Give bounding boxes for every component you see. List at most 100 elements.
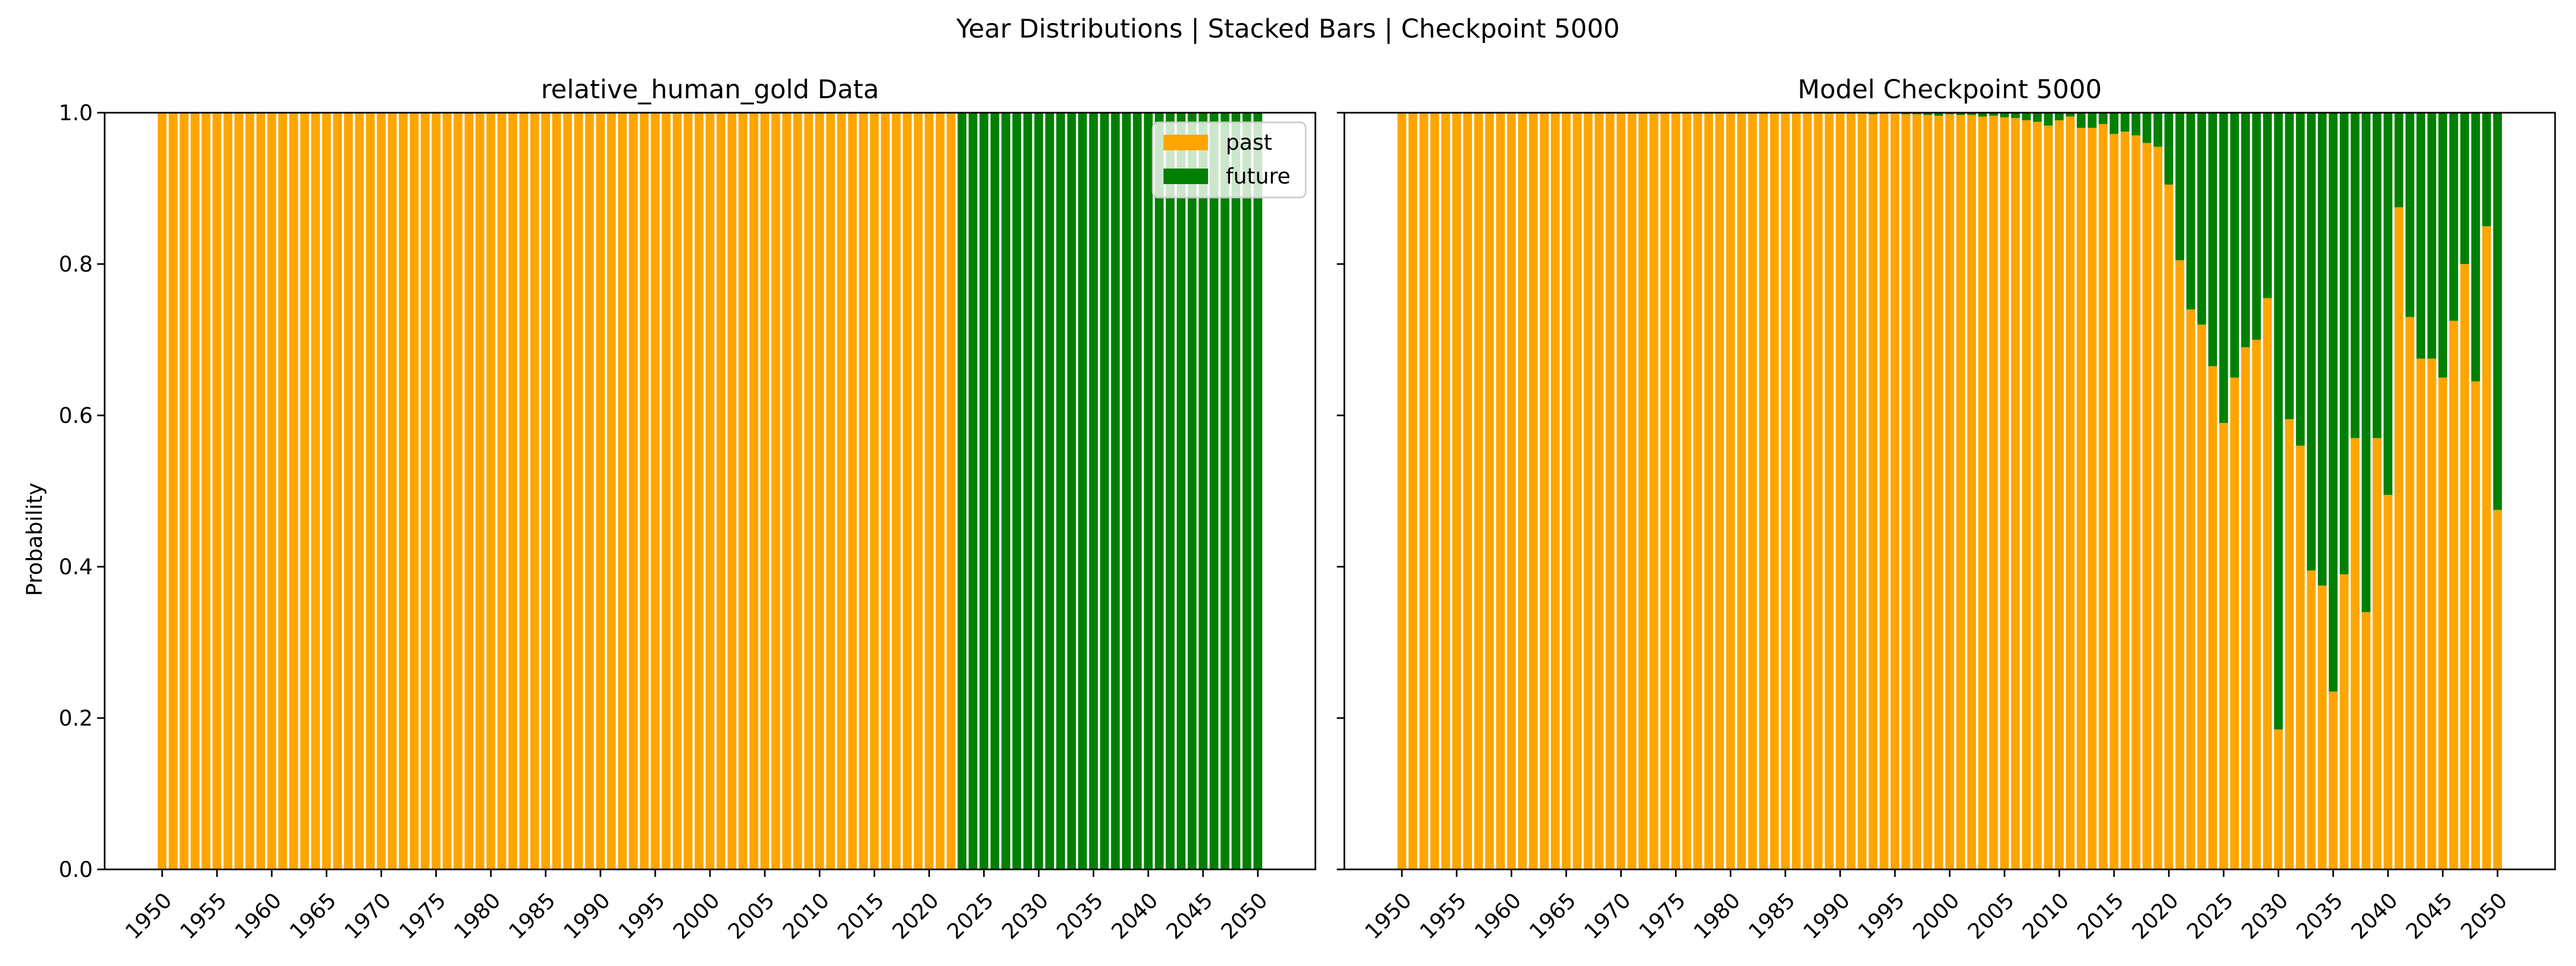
x-tick-label: 1985	[504, 888, 561, 945]
bar-future-2046	[2449, 113, 2458, 321]
bar-past-1951	[1408, 113, 1417, 869]
bar-future-2003	[1978, 113, 1987, 117]
bar-past-1977	[453, 113, 463, 869]
bar-past-2020	[925, 113, 934, 869]
bar-future-2035	[2329, 113, 2338, 692]
x-tick-label: 1975	[1635, 888, 1691, 945]
bar-past-1964	[311, 113, 320, 869]
bar-past-1952	[1419, 113, 1429, 869]
bar-future-2012	[2076, 113, 2086, 128]
bar-future-2040	[1144, 113, 1153, 869]
x-tick-label: 1965	[285, 888, 341, 945]
bar-past-1989	[585, 113, 594, 869]
bar-past-2013	[2088, 128, 2097, 870]
bar-future-2047	[1220, 113, 1230, 869]
x-tick-label: 1995	[614, 888, 670, 945]
x-tick-label: 2010	[778, 888, 835, 945]
bar-past-2050	[2493, 510, 2502, 869]
bar-future-2025	[2219, 113, 2228, 423]
bar-past-1960	[267, 113, 276, 869]
bar-past-1973	[1649, 113, 1658, 869]
bar-future-2044	[1188, 113, 1197, 869]
bar-past-1992	[1857, 113, 1867, 869]
bar-future-2044	[2427, 113, 2436, 359]
bar-past-2048	[2471, 381, 2480, 869]
bar-past-2005	[760, 113, 770, 869]
bar-past-2006	[2011, 118, 2020, 869]
bar-past-2019	[2153, 147, 2163, 870]
bar-past-1965	[1562, 113, 1571, 869]
bar-future-2028	[2252, 113, 2261, 340]
bar-past-2007	[2022, 120, 2031, 870]
x-tick-label: 1955	[1415, 888, 1472, 945]
bar-past-2015	[2110, 134, 2119, 870]
bar-past-1953	[191, 113, 200, 869]
bar-past-1956	[1463, 113, 1472, 869]
x-tick-label: 1970	[1579, 888, 1636, 945]
bar-past-2031	[2285, 419, 2294, 869]
bar-past-1997	[1912, 114, 1921, 869]
bar-past-1966	[333, 113, 342, 869]
panel-title-model: Model Checkpoint 5000	[1798, 75, 2102, 105]
bar-past-1996	[1901, 114, 1911, 869]
bar-past-2012	[2076, 128, 2086, 870]
bar-past-1958	[245, 113, 254, 869]
bar-future-2009	[2044, 113, 2053, 126]
bar-past-1976	[442, 113, 452, 869]
bar-past-1955	[1452, 113, 1461, 869]
bar-past-1987	[1803, 113, 1812, 869]
bar-past-2035	[2329, 691, 2338, 869]
bar-past-2017	[891, 113, 901, 869]
bar-past-1968	[1594, 113, 1604, 869]
bar-future-2010	[2055, 113, 2064, 121]
bar-future-2041	[2394, 113, 2404, 208]
bar-future-2049	[2482, 113, 2491, 226]
bar-past-2027	[2241, 347, 2250, 869]
x-tick-label: 1950	[121, 888, 177, 945]
bar-past-1950	[1397, 113, 1407, 869]
bar-past-1959	[1496, 113, 1505, 869]
bar-past-2008	[793, 113, 802, 869]
x-tick-label: 1960	[1470, 888, 1526, 945]
x-tick-label: 1960	[230, 888, 287, 945]
bar-past-1978	[1704, 113, 1714, 869]
bar-future-2049	[1242, 113, 1252, 869]
bar-past-1978	[464, 113, 474, 869]
x-tick-label: 2040	[1107, 888, 1163, 945]
bar-past-2014	[859, 113, 868, 869]
legend-swatch-past	[1163, 135, 1208, 150]
bar-past-2004	[749, 113, 758, 869]
bar-future-2039	[2373, 113, 2382, 438]
bar-future-2045	[2438, 113, 2447, 378]
x-tick-label: 1990	[559, 888, 616, 945]
x-ticks-gold: 1950195519601965197019751980198519901995…	[121, 869, 1272, 944]
bar-future-2008	[2033, 113, 2042, 122]
bar-past-2016	[881, 113, 890, 869]
bar-past-2015	[870, 113, 879, 869]
x-tick-label: 2025	[942, 888, 999, 945]
bar-future-2033	[2307, 113, 2316, 571]
bar-past-1962	[1529, 113, 1538, 869]
bar-past-1985	[541, 113, 550, 869]
bar-past-1979	[475, 113, 485, 869]
x-tick-label: 1955	[175, 888, 232, 945]
bar-past-1974	[421, 113, 430, 869]
x-tick-label: 2020	[888, 888, 944, 945]
bar-past-1994	[1879, 113, 1889, 869]
bar-future-2002	[1967, 113, 1976, 115]
bar-future-1998	[1923, 113, 1933, 115]
bar-past-1954	[201, 113, 211, 869]
bar-past-1974	[1660, 113, 1670, 869]
bar-past-1972	[399, 113, 408, 869]
bar-past-1991	[607, 113, 616, 869]
bar-past-2001	[716, 113, 726, 869]
bar-future-2020	[2164, 113, 2174, 185]
y-axis-label: Probability	[23, 482, 47, 596]
bar-past-1957	[234, 113, 244, 869]
bar-past-2023	[2197, 324, 2206, 869]
bar-past-2024	[2208, 366, 2218, 869]
x-tick-label: 1950	[1360, 888, 1417, 945]
bar-future-2032	[1056, 113, 1065, 869]
bar-past-1995	[1890, 113, 1900, 869]
bar-future-2031	[1045, 113, 1055, 869]
